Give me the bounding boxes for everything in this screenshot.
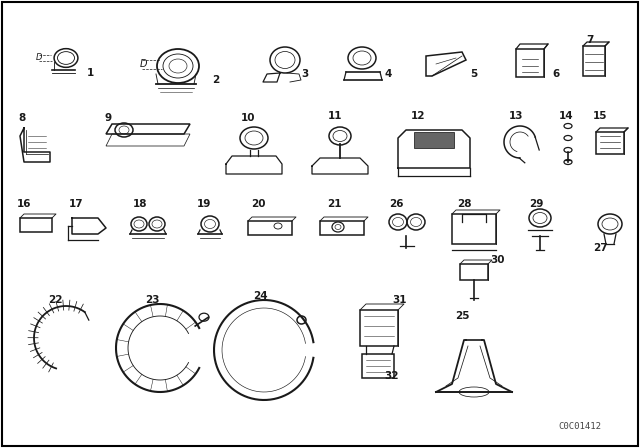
Bar (596, 132, 624, 154)
Text: 2: 2 (212, 75, 220, 85)
Text: 10: 10 (241, 113, 255, 123)
Text: 28: 28 (457, 199, 471, 209)
Text: 18: 18 (132, 199, 147, 209)
Text: 23: 23 (145, 295, 159, 305)
Text: 20: 20 (251, 199, 265, 209)
Bar (360, 310, 398, 346)
Bar (460, 264, 488, 280)
Bar (516, 49, 544, 77)
Bar (362, 354, 394, 378)
Text: 15: 15 (593, 111, 607, 121)
Text: 3: 3 (301, 69, 308, 79)
Text: 13: 13 (509, 111, 524, 121)
Bar (452, 214, 496, 244)
Text: 6: 6 (552, 69, 559, 79)
Text: 17: 17 (68, 199, 83, 209)
Bar (583, 46, 605, 76)
Text: 22: 22 (48, 295, 62, 305)
Text: D: D (140, 59, 147, 69)
Bar (414, 132, 454, 148)
Text: 9: 9 (104, 113, 111, 123)
Text: 8: 8 (19, 113, 26, 123)
Text: 16: 16 (17, 199, 31, 209)
Text: 4: 4 (384, 69, 392, 79)
Text: 21: 21 (327, 199, 341, 209)
Text: 32: 32 (385, 371, 399, 381)
Text: 12: 12 (411, 111, 425, 121)
Text: 19: 19 (197, 199, 211, 209)
Text: 7: 7 (586, 35, 594, 45)
Bar (20, 218, 52, 232)
Text: 25: 25 (455, 311, 469, 321)
Text: 5: 5 (470, 69, 477, 79)
Text: 30: 30 (491, 255, 505, 265)
Text: 27: 27 (593, 243, 607, 253)
Text: D: D (35, 53, 42, 62)
Text: 24: 24 (253, 291, 268, 301)
Text: 29: 29 (529, 199, 543, 209)
Text: 1: 1 (86, 68, 93, 78)
Text: 11: 11 (328, 111, 342, 121)
Text: 14: 14 (559, 111, 573, 121)
Text: C0C01412: C0C01412 (559, 422, 602, 431)
Text: 26: 26 (388, 199, 403, 209)
Text: 31: 31 (393, 295, 407, 305)
